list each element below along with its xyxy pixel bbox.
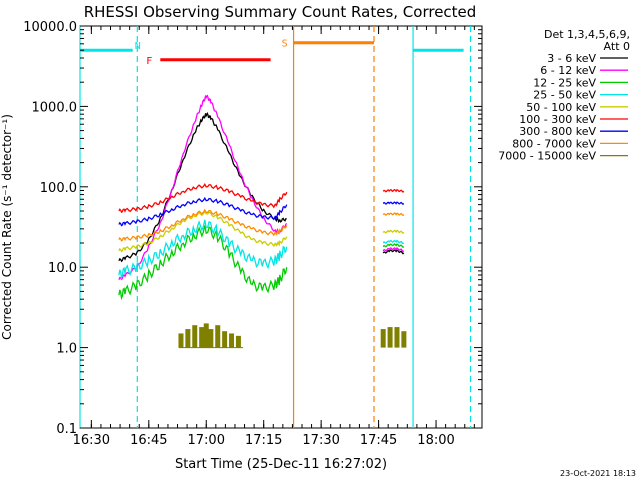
chart-title: RHESSI Observing Summary Count Rates, Co… bbox=[84, 3, 477, 21]
y-axis-label: Corrected Count Rate (s⁻¹ detector⁻¹) bbox=[0, 114, 14, 340]
x-tick-label: 17:15 bbox=[245, 433, 282, 448]
x-tick-label: 16:45 bbox=[130, 433, 167, 448]
y-tick-label: 100.0 bbox=[40, 181, 77, 196]
series-line bbox=[118, 183, 288, 214]
legend-label: 50 - 100 keV bbox=[526, 101, 596, 114]
series-line bbox=[382, 188, 405, 193]
y-tick-label: 1.0 bbox=[56, 342, 77, 357]
series-line bbox=[118, 208, 288, 242]
legend-label: 12 - 25 keV bbox=[533, 76, 596, 89]
flag-label: S bbox=[282, 39, 288, 50]
x-tick-label: 17:45 bbox=[360, 433, 397, 448]
legend-label: 3 - 6 keV bbox=[547, 52, 596, 65]
y-tick-label: 10.0 bbox=[48, 261, 77, 276]
series-line bbox=[382, 212, 405, 217]
series-line bbox=[382, 239, 405, 245]
series-layer bbox=[118, 94, 407, 349]
flag-label: F bbox=[146, 56, 152, 67]
series-line bbox=[382, 229, 405, 235]
x-tick-label: 18:00 bbox=[417, 433, 454, 448]
series-line bbox=[382, 243, 405, 249]
flag-label: N bbox=[135, 41, 141, 52]
markers-layer bbox=[79, 26, 472, 428]
legend-label: 300 - 800 keV bbox=[519, 125, 596, 138]
axes-layer: 16:30 16:45 17:00 17:15 17:30 17:45 18:00 0.1 1.… bbox=[23, 20, 482, 448]
series-line bbox=[118, 210, 288, 253]
series-line bbox=[118, 94, 288, 281]
timestamp: 23-Oct-2021 18:13 bbox=[560, 469, 636, 478]
legend-header-line: Att 0 bbox=[604, 40, 630, 53]
x-tick-label: 17:00 bbox=[188, 433, 225, 448]
x-tick-label: 16:30 bbox=[73, 433, 110, 448]
x-axis-label: Start Time (25-Dec-11 16:27:02) bbox=[175, 457, 387, 472]
legend-label: 100 - 300 keV bbox=[519, 113, 596, 126]
flags-layer: F S N bbox=[80, 39, 464, 67]
legend-label: 800 - 7000 keV bbox=[512, 137, 596, 150]
legend-label: 7000 - 15000 keV bbox=[498, 150, 596, 163]
legend-header-line: Det 1,3,4,5,6,9, bbox=[544, 28, 630, 41]
series-line bbox=[382, 249, 405, 255]
series-line bbox=[118, 196, 288, 227]
y-tick-label: 1000.0 bbox=[32, 100, 78, 115]
legend-label: 6 - 12 keV bbox=[540, 64, 596, 77]
x-tick-label: 17:30 bbox=[302, 433, 339, 448]
series-line bbox=[118, 111, 287, 263]
series-line bbox=[118, 219, 288, 281]
plot-frame bbox=[79, 25, 483, 429]
series-line bbox=[118, 225, 288, 301]
series-line bbox=[382, 247, 405, 253]
legend-label: 25 - 50 keV bbox=[533, 89, 596, 102]
y-tick-label: 0.1 bbox=[56, 422, 77, 437]
series-line bbox=[382, 201, 405, 206]
y-tick-label: 10000.0 bbox=[23, 20, 77, 35]
